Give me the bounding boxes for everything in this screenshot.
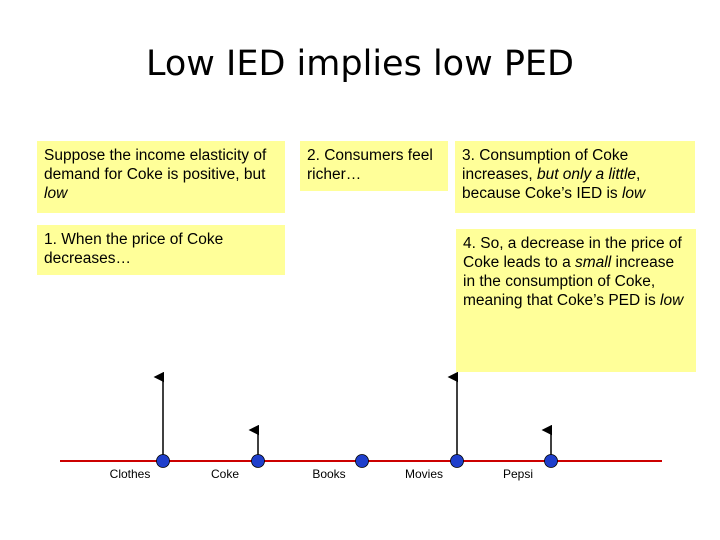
step-3-emphasis-2: low	[621, 185, 646, 202]
step-1-text: 1. When the price of Coke decreases…	[44, 231, 224, 267]
step-4-emphasis-1: small	[575, 254, 612, 271]
step-3-text: 3. Consumption of Coke increases,	[462, 147, 629, 183]
goods-layer: Clothes Coke Books Movies Pepsi	[110, 371, 558, 481]
clothes-label: Clothes	[110, 467, 151, 481]
intro-text: Suppose the income elasticity of demand …	[44, 147, 267, 183]
step-1-box: 1. When the price of Coke decreases…	[37, 225, 285, 275]
books-label: Books	[312, 467, 345, 481]
clothes-dot	[156, 454, 170, 468]
pepsi-dot	[544, 454, 558, 468]
coke-dot	[251, 454, 265, 468]
books-dot	[355, 454, 369, 468]
step-2-box: 2. Consumers feel richer…	[300, 141, 448, 191]
movies-label: Movies	[405, 467, 443, 481]
step-3-emphasis-1: but only a little	[536, 166, 637, 183]
step-4-text-2: increase in the consumption of Coke, mea…	[463, 254, 675, 309]
coke-label: Coke	[211, 467, 239, 481]
intro-emphasis: low	[44, 185, 68, 202]
step-4-text: 4. So, a decrease in the price of Coke l…	[463, 235, 682, 271]
movies-dot	[450, 454, 464, 468]
step-4-box: 4. So, a decrease in the price of Coke l…	[456, 229, 696, 372]
slide-title: Low IED implies low PED	[146, 44, 574, 84]
pepsi-label: Pepsi	[503, 467, 533, 481]
step-3-box: 3. Consumption of Coke increases, but on…	[455, 141, 695, 213]
step-2-text: 2. Consumers feel richer…	[307, 147, 433, 183]
step-4-emphasis-2: low	[660, 292, 684, 309]
intro-box: Suppose the income elasticity of demand …	[37, 141, 285, 213]
step-3-text-2: , because Coke’s IED is	[462, 166, 641, 202]
